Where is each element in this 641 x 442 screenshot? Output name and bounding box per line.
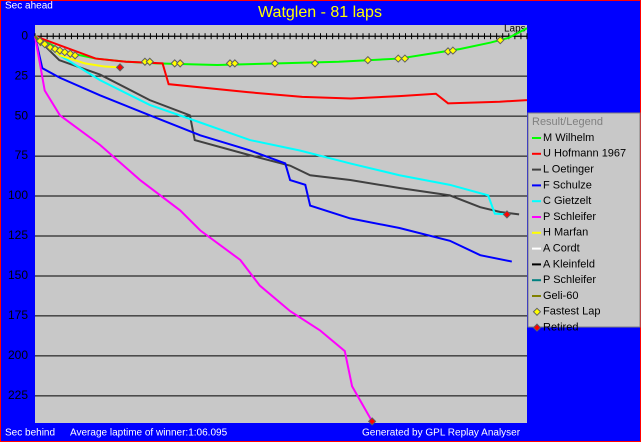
- marker: [45, 43, 55, 52]
- series-line: [34, 35, 520, 216]
- legend-label: H Marfan: [543, 227, 588, 239]
- y-tick-label: 25: [15, 68, 29, 82]
- marker: [400, 54, 410, 63]
- marker: [496, 35, 505, 45]
- y-tick-label: 200: [8, 348, 28, 362]
- marker: [310, 59, 320, 68]
- legend-label: F Schulze: [543, 179, 592, 191]
- y-tick-label: 50: [15, 108, 29, 122]
- y-tick-label: 75: [15, 148, 29, 162]
- marker: [448, 46, 458, 55]
- marker: [115, 63, 125, 72]
- legend-label: U Hofmann 1967: [543, 148, 626, 160]
- y-tick-label: 100: [8, 188, 28, 202]
- marker: [175, 59, 185, 68]
- y-tick-label: 0: [21, 28, 28, 42]
- y-top-label: Sec ahead: [5, 1, 53, 12]
- marker: [60, 47, 69, 57]
- marker: [270, 59, 280, 68]
- legend-marker: [532, 307, 542, 317]
- y-bottom-label: Sec behind: [5, 428, 55, 439]
- legend-label: Geli-60: [543, 290, 578, 302]
- legend-label: P Schleifer: [543, 274, 596, 286]
- marker: [502, 210, 512, 219]
- legend-label: M Wilhelm: [543, 132, 594, 144]
- marker: [35, 36, 45, 46]
- y-tick-label: 150: [8, 268, 28, 282]
- legend-label: A Cordt: [543, 243, 580, 255]
- legend-marker: [532, 323, 542, 332]
- marker: [70, 51, 80, 60]
- chart-title: Watglen - 81 laps: [258, 4, 382, 21]
- legend-label: A Kleinfeld: [543, 258, 595, 270]
- footer-left: Average laptime of winner:1:06.095: [70, 428, 228, 439]
- marker: [145, 57, 155, 66]
- marker: [230, 59, 240, 68]
- y-tick-label: 125: [8, 228, 28, 242]
- legend-title: Result/Legend: [532, 116, 603, 128]
- series-line: [34, 35, 508, 216]
- footer-right: Generated by GPL Replay Analyser: [362, 428, 521, 439]
- marker: [394, 54, 403, 63]
- marker: [367, 417, 377, 426]
- legend-label: C Gietzelt: [543, 195, 591, 207]
- y-tick-label: 225: [8, 388, 28, 402]
- legend-label: P Schleifer: [543, 211, 596, 223]
- x-axis-label: Laps: [504, 24, 526, 35]
- legend-label: L Oetinger: [543, 164, 594, 176]
- marker: [170, 59, 179, 68]
- plot-area: [35, 25, 527, 423]
- legend-box: [527, 112, 641, 328]
- legend-label: Fastest Lap: [543, 306, 600, 318]
- series-line: [34, 35, 513, 263]
- marker: [40, 39, 49, 49]
- legend-label: Retired: [543, 322, 578, 334]
- marker: [363, 55, 373, 65]
- series-line: [34, 35, 528, 105]
- y-tick-label: 175: [8, 308, 28, 322]
- series-line: [34, 36, 373, 422]
